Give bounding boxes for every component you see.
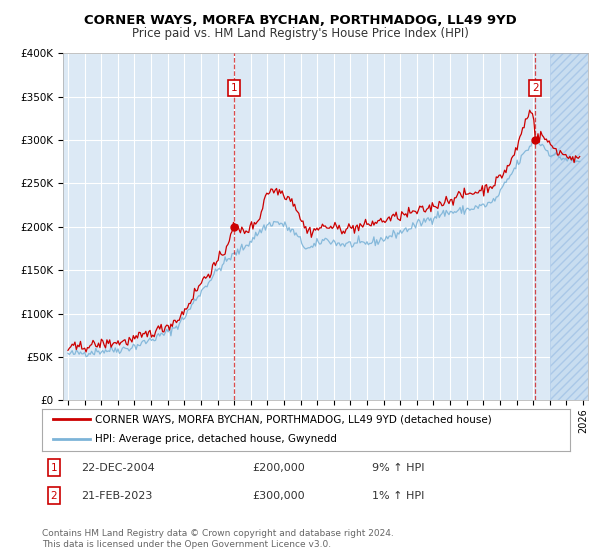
Text: £200,000: £200,000: [252, 463, 305, 473]
Text: 1% ↑ HPI: 1% ↑ HPI: [372, 491, 424, 501]
Bar: [550, 53, 588, 400]
Text: Price paid vs. HM Land Registry's House Price Index (HPI): Price paid vs. HM Land Registry's House …: [131, 27, 469, 40]
Text: 9% ↑ HPI: 9% ↑ HPI: [372, 463, 425, 473]
Text: £300,000: £300,000: [252, 491, 305, 501]
Text: CORNER WAYS, MORFA BYCHAN, PORTHMADOG, LL49 9YD: CORNER WAYS, MORFA BYCHAN, PORTHMADOG, L…: [83, 14, 517, 27]
Text: 22-DEC-2004: 22-DEC-2004: [81, 463, 155, 473]
Text: 1: 1: [50, 463, 58, 473]
Text: Contains HM Land Registry data © Crown copyright and database right 2024.
This d: Contains HM Land Registry data © Crown c…: [42, 529, 394, 549]
Text: 1: 1: [230, 83, 237, 93]
Text: CORNER WAYS, MORFA BYCHAN, PORTHMADOG, LL49 9YD (detached house): CORNER WAYS, MORFA BYCHAN, PORTHMADOG, L…: [95, 414, 491, 424]
Text: 2: 2: [532, 83, 539, 93]
Text: 2: 2: [50, 491, 58, 501]
Text: HPI: Average price, detached house, Gwynedd: HPI: Average price, detached house, Gwyn…: [95, 434, 337, 444]
Text: 21-FEB-2023: 21-FEB-2023: [81, 491, 152, 501]
